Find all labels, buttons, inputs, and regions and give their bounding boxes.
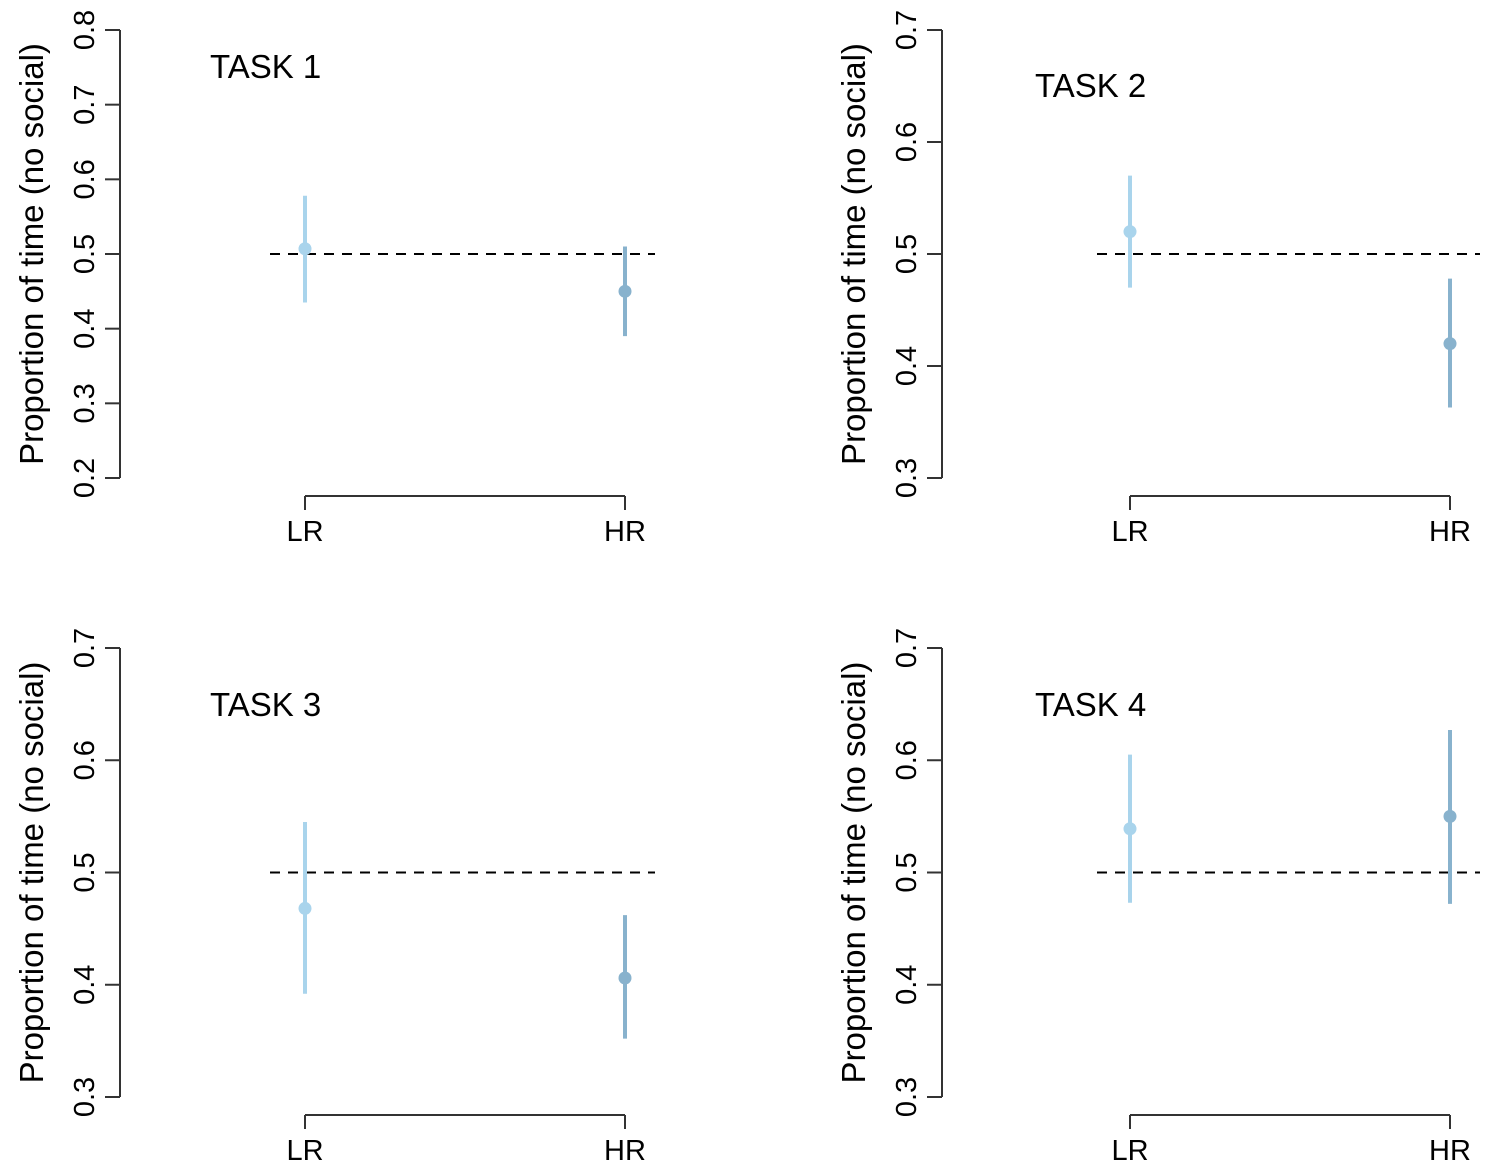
x-tick-label-lr: LR [1111, 516, 1148, 548]
y-tick-label: 0.3 [69, 1077, 101, 1117]
x-tick-label-hr: HR [604, 1135, 646, 1167]
y-tick-label: 0.4 [891, 965, 923, 1005]
y-tick-label: 0.8 [69, 10, 101, 50]
x-tick-label-lr: LR [1111, 1135, 1148, 1167]
data-point-lr [298, 901, 312, 915]
data-point-lr [1123, 822, 1137, 836]
y-tick-label: 0.7 [891, 628, 923, 668]
y-tick-label: 0.4 [891, 346, 923, 386]
y-tick-label: 0.3 [891, 458, 923, 498]
y-tick-label: 0.5 [69, 852, 101, 892]
y-tick-label: 0.4 [69, 309, 101, 349]
y-tick-label: 0.7 [891, 10, 923, 50]
y-tick-label: 0.5 [891, 852, 923, 892]
panel-title: TASK 1 [210, 48, 321, 85]
data-point-lr [1123, 225, 1137, 239]
y-tick-label: 0.3 [69, 383, 101, 423]
y-tick-label: 0.6 [69, 159, 101, 199]
y-tick-label: 0.7 [69, 628, 101, 668]
data-point-lr [298, 242, 312, 256]
y-tick-label: 0.3 [891, 1077, 923, 1117]
y-tick-label: 0.4 [69, 965, 101, 1005]
y-tick-label: 0.6 [891, 740, 923, 780]
y-tick-label: 0.6 [69, 740, 101, 780]
panel-task-3: 0.3 0.4 0.5 0.6 0.7 Proportion of time (no so… [13, 628, 655, 1167]
y-axis-title: Proportion of time (no social) [835, 43, 872, 465]
y-axis-title: Proportion of time (no social) [835, 662, 872, 1084]
data-point-hr [1443, 337, 1457, 351]
x-tick-label-lr: LR [286, 1135, 323, 1167]
x-tick-label-hr: HR [1429, 516, 1471, 548]
panel-title: TASK 2 [1035, 67, 1146, 104]
data-point-hr [618, 284, 632, 298]
data-point-hr [1443, 809, 1457, 823]
y-axis-title: Proportion of time (no social) [13, 43, 50, 465]
panel-task-4: 0.3 0.4 0.5 0.6 0.7 Proportion of time (no so… [835, 628, 1480, 1167]
panel-task-1: 0.2 0.3 0.4 0.5 0.6 0.7 0.8 Proportion of time … [13, 10, 655, 548]
y-axis-title: Proportion of time (no social) [13, 662, 50, 1084]
y-tick-label: 0.7 [69, 85, 101, 125]
panel-title: TASK 4 [1035, 686, 1146, 723]
data-point-hr [618, 971, 632, 985]
panel-title: TASK 3 [210, 686, 321, 723]
y-tick-label: 0.5 [891, 234, 923, 274]
y-tick-label: 0.2 [69, 458, 101, 498]
x-tick-label-hr: HR [1429, 1135, 1471, 1167]
panel-task-2: 0.3 0.4 0.5 0.6 0.7 Proportion of time (no so… [835, 10, 1480, 548]
x-tick-label-hr: HR [604, 516, 646, 548]
y-tick-label: 0.6 [891, 122, 923, 162]
y-tick-label: 0.5 [69, 234, 101, 274]
x-tick-label-lr: LR [286, 516, 323, 548]
